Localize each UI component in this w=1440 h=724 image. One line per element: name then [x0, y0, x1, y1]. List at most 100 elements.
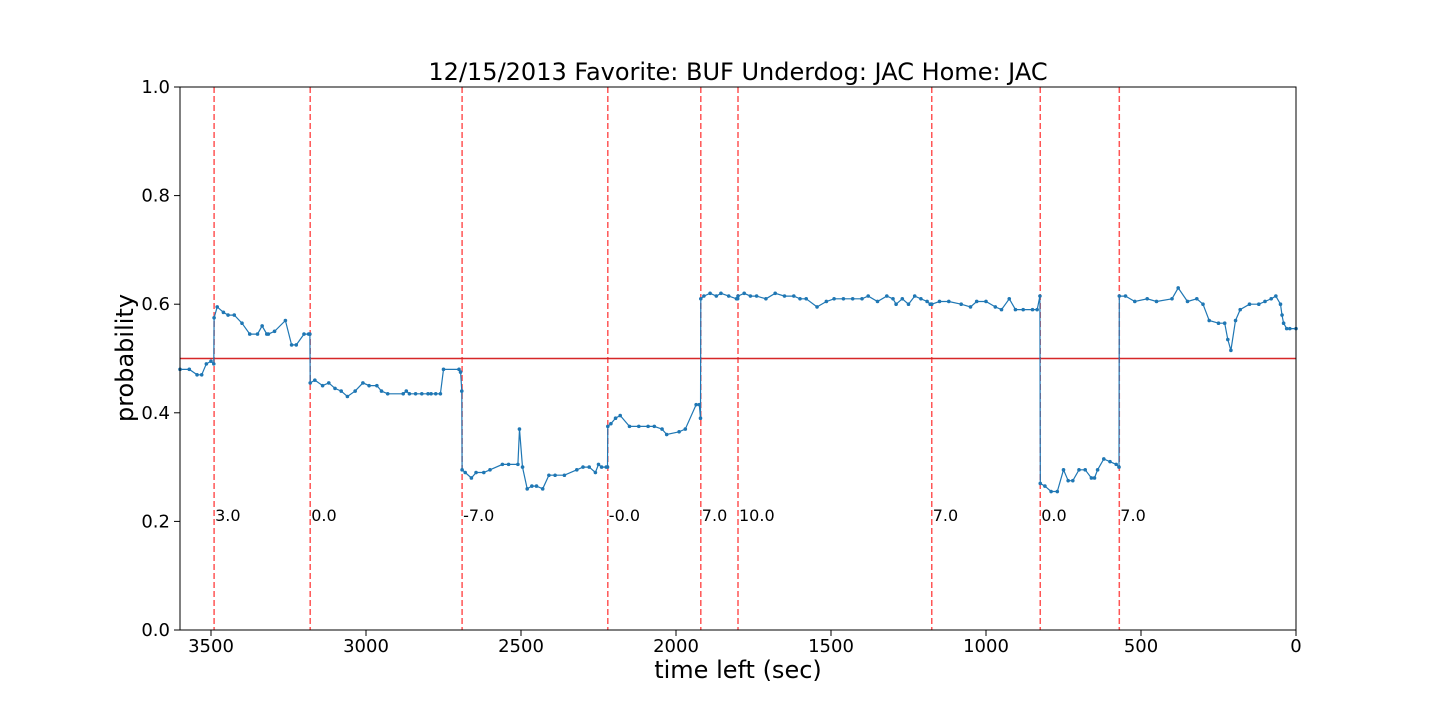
data-point — [404, 389, 409, 393]
data-point — [361, 381, 365, 385]
data-point — [500, 462, 505, 467]
data-point — [735, 296, 740, 301]
data-point — [773, 291, 777, 296]
data-point — [1281, 321, 1286, 326]
data-point — [308, 332, 312, 336]
data-point — [683, 427, 688, 431]
y-axis-ticks: 0.0 0.2 0.4 0.6 0.8 1.0 — [141, 77, 180, 641]
data-point — [697, 402, 702, 407]
data-point — [593, 470, 598, 475]
x-tick-label: 3000 — [343, 636, 389, 657]
data-point — [320, 383, 325, 388]
data-point — [929, 302, 934, 307]
data-point — [1095, 468, 1100, 472]
data-point — [832, 296, 836, 301]
data-point — [459, 389, 464, 393]
data-point — [937, 299, 942, 304]
score-event-labels: 3.0 0.0 -7.0 -0.0 7.0 10.0 7.0 0.0 7.0 — [215, 506, 1146, 525]
data-point — [516, 462, 520, 467]
data-point — [742, 291, 746, 296]
data-point — [1071, 478, 1075, 483]
score-event-label: 7.0 — [1120, 506, 1145, 525]
data-point — [736, 294, 740, 298]
data-point — [562, 473, 567, 478]
data-point — [1089, 476, 1094, 480]
score-event-label: -7.0 — [463, 506, 494, 525]
data-point — [247, 332, 252, 336]
data-point — [1077, 468, 1081, 472]
data-point — [912, 294, 917, 298]
data-point — [441, 367, 446, 372]
score-event-label: 0.0 — [311, 506, 336, 525]
plot-frame — [179, 86, 1297, 631]
x-axis-ticks: 3500 3000 2500 2000 1500 1000 500 0 — [188, 630, 1302, 657]
data-point — [1049, 489, 1053, 494]
data-point — [232, 313, 237, 317]
data-point — [1117, 294, 1122, 298]
data-point — [1123, 294, 1128, 298]
data-point — [999, 307, 1004, 312]
data-point — [1114, 462, 1118, 467]
data-point — [463, 470, 468, 475]
data-point — [283, 318, 288, 323]
data-point — [919, 296, 923, 301]
y-tick-label: 0.0 — [141, 620, 170, 641]
data-point — [308, 381, 313, 385]
data-point — [627, 424, 632, 429]
data-point — [974, 299, 979, 304]
score-event-label: -0.0 — [609, 506, 640, 525]
data-point — [646, 424, 650, 429]
data-point — [1284, 326, 1289, 331]
y-tick-label: 0.6 — [141, 294, 170, 315]
data-point — [469, 476, 474, 480]
data-point — [327, 381, 331, 385]
data-point — [272, 329, 277, 334]
x-tick-label: 500 — [1124, 636, 1158, 657]
data-point — [517, 427, 522, 431]
data-point — [947, 299, 951, 304]
data-point — [438, 391, 443, 396]
data-point — [1185, 299, 1190, 304]
data-point — [367, 383, 371, 388]
data-point — [1145, 296, 1149, 301]
data-point — [1257, 302, 1261, 307]
data-point — [1117, 465, 1121, 469]
data-point — [1043, 484, 1047, 488]
data-point — [401, 391, 406, 396]
data-point — [1066, 478, 1070, 483]
score-event-label: 10.0 — [739, 506, 775, 525]
data-point — [754, 294, 759, 298]
data-point — [339, 389, 344, 393]
data-point — [1226, 337, 1230, 342]
data-point — [726, 294, 731, 298]
data-point — [199, 372, 204, 377]
data-point — [187, 367, 192, 372]
data-point — [894, 302, 898, 307]
data-point — [1035, 307, 1039, 312]
data-point — [1055, 489, 1060, 494]
data-point — [294, 343, 299, 347]
data-point — [702, 294, 706, 298]
data-point — [925, 299, 929, 304]
data-point — [506, 462, 511, 467]
data-point — [547, 473, 551, 478]
data-point — [215, 305, 219, 309]
data-point — [1154, 299, 1159, 304]
data-point — [212, 315, 216, 320]
y-axis-label: probability — [111, 294, 139, 422]
data-point — [540, 487, 545, 491]
data-point — [525, 487, 529, 491]
data-point — [698, 416, 703, 421]
data-point — [1038, 294, 1042, 298]
data-point — [240, 321, 244, 326]
data-point — [457, 367, 461, 372]
data-point — [260, 324, 264, 328]
data-point — [1061, 468, 1066, 472]
x-axis-label: time left (sec) — [654, 656, 822, 684]
data-point — [530, 484, 534, 488]
data-point — [385, 391, 390, 396]
data-point — [211, 362, 216, 366]
data-point — [1233, 318, 1238, 323]
data-point — [850, 296, 855, 301]
